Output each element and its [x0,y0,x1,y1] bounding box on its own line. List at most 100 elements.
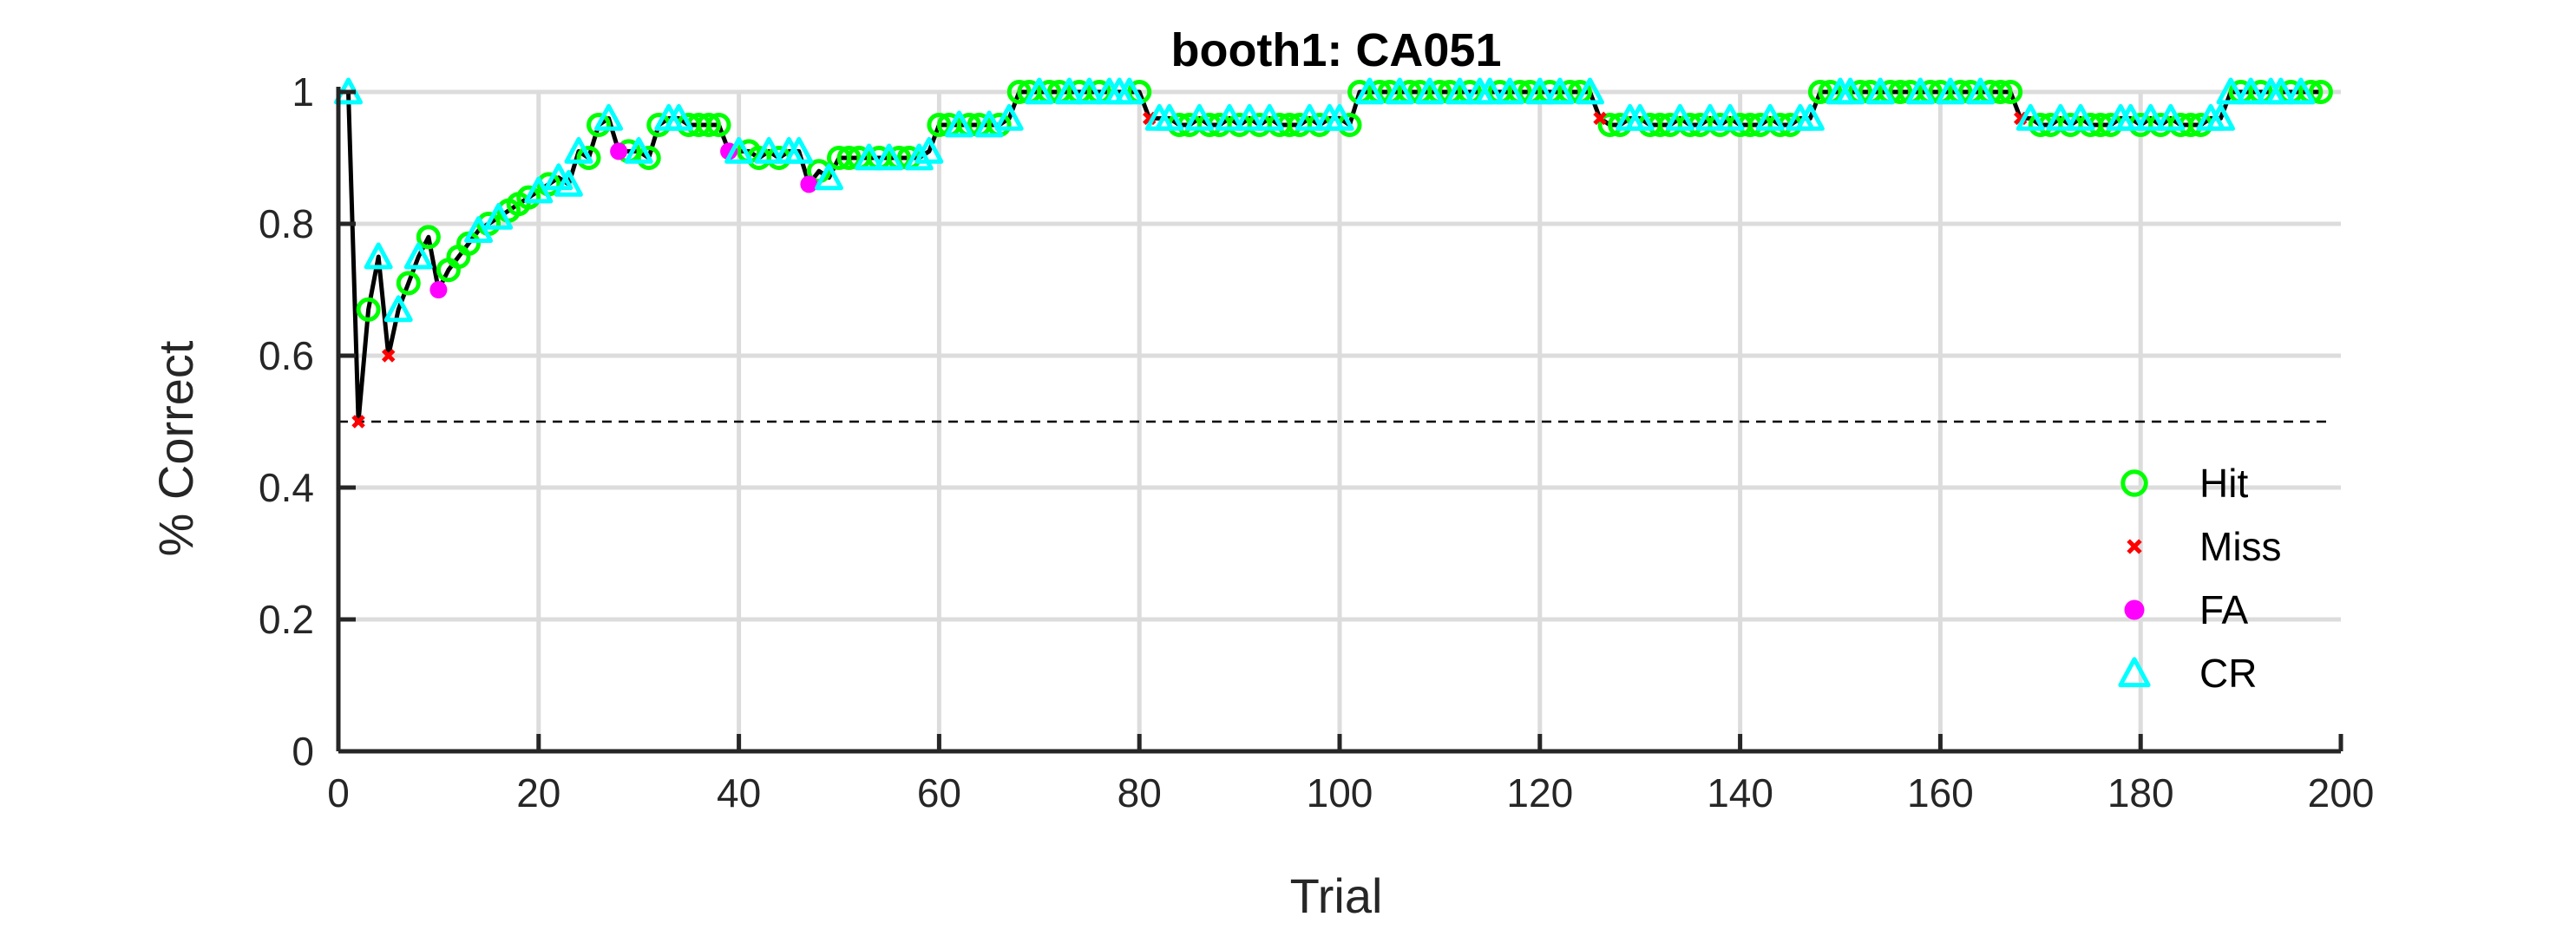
legend-label: Hit [2199,461,2248,506]
legend: Hit Miss FA CR [2118,461,2282,696]
cr-marker [1054,77,1084,105]
legend-label: FA [2199,587,2249,632]
hit-marker [2308,80,2333,104]
hit-marker [706,113,731,137]
cr-marker [784,136,814,164]
x-tick-label: 180 [2107,770,2174,815]
cr-marker [1475,77,1504,105]
cr-marker [1255,103,1284,131]
cr-marker [664,103,693,131]
hit-marker [516,185,541,210]
y-tick-label: 0.4 [259,465,314,510]
legend-hit-marker [2120,469,2148,497]
miss-marker [1593,111,1607,126]
hit-marker [636,146,661,170]
cr-marker [944,110,973,138]
legend-label: CR [2199,651,2257,696]
cr-marker [904,143,934,171]
cr-marker [855,143,884,171]
cr-marker [1665,103,1694,131]
x-tick-label: 100 [1307,770,1373,815]
cr-marker [364,242,393,270]
cr-marker [1755,103,1785,131]
hit-marker [1807,80,1832,104]
cr-marker [2236,77,2265,105]
y-tick-label: 1 [292,69,314,115]
cr-marker [724,136,754,164]
x-tick-label: 140 [1707,770,1773,815]
cr-marker [875,143,904,171]
hit-marker [1988,80,2013,104]
fa-marker [429,281,448,298]
cr-marker [1495,77,1524,105]
cr-marker [2156,103,2186,131]
y-tick-label: 0 [292,729,314,774]
cr-marker [914,136,944,164]
x-tick-label: 60 [917,770,961,815]
cr-marker [1795,103,1825,131]
y-tick-label: 0.8 [259,201,314,246]
cr-marker [564,136,593,164]
miss-marker [381,349,396,363]
cr-marker [1075,77,1104,105]
cr-marker [994,103,1024,131]
cr-marker [524,176,554,204]
cr-marker [1525,77,1555,105]
cr-marker [484,202,514,230]
cr-marker [2266,77,2296,105]
cr-marker [2286,77,2316,105]
hit-marker [1888,80,1913,104]
cr-marker [1966,77,1996,105]
x-tick-label: 200 [2308,770,2375,815]
x-tick-label: 120 [1506,770,1573,815]
cr-marker [2136,103,2166,131]
x-tick-label: 40 [717,770,761,815]
cr-marker [1235,103,1264,131]
miss-marker [351,415,365,429]
cr-marker [754,136,783,164]
hit-marker [927,113,952,137]
cr-marker [1385,77,1414,105]
cr-marker [1836,77,1865,105]
y-axis-label: % Correct [148,340,203,556]
cr-marker [1695,103,1725,131]
cr-marker [1184,103,1214,131]
cr-marker [624,136,653,164]
cr-marker [2016,103,2045,131]
axes [336,87,2343,754]
x-tick-label: 80 [1118,770,1162,815]
hit-marker [356,297,381,322]
cr-marker [974,110,1004,138]
y-tick-label: 0.2 [259,597,314,642]
cr-marker [1576,77,1604,105]
cr-marker [403,242,433,270]
data-markers [334,77,2333,429]
legend-miss-marker [2127,539,2142,554]
cr-marker [1155,103,1184,131]
legend-fa-marker [2124,599,2145,620]
cr-marker [2216,77,2245,105]
cr-marker [1415,77,1445,105]
x-tick-label: 0 [327,770,350,815]
chart-title: booth1: CA051 [1170,24,1501,76]
cr-marker [1865,77,1895,105]
hit-marker [396,271,421,296]
cr-marker [2116,103,2146,131]
cr-marker [1936,77,1965,105]
cr-marker [1715,103,1745,131]
legend-label: Miss [2199,524,2282,569]
cr-marker [1215,103,1244,131]
cr-marker [383,295,413,323]
y-tick-label: 0.6 [259,333,314,378]
legend-cr-marker [2118,657,2151,688]
hit-marker [696,113,721,137]
hit-marker [836,146,862,170]
hit-marker [1998,80,2023,104]
cr-marker [1545,77,1575,105]
cr-marker [1625,103,1655,131]
cr-marker [1445,77,1474,105]
cr-marker [1325,103,1354,131]
tick-labels: 0 20 40 60 80 100 120 140 160 180 200 0 0.2 0.4 0.6 0.8… [259,69,2374,815]
